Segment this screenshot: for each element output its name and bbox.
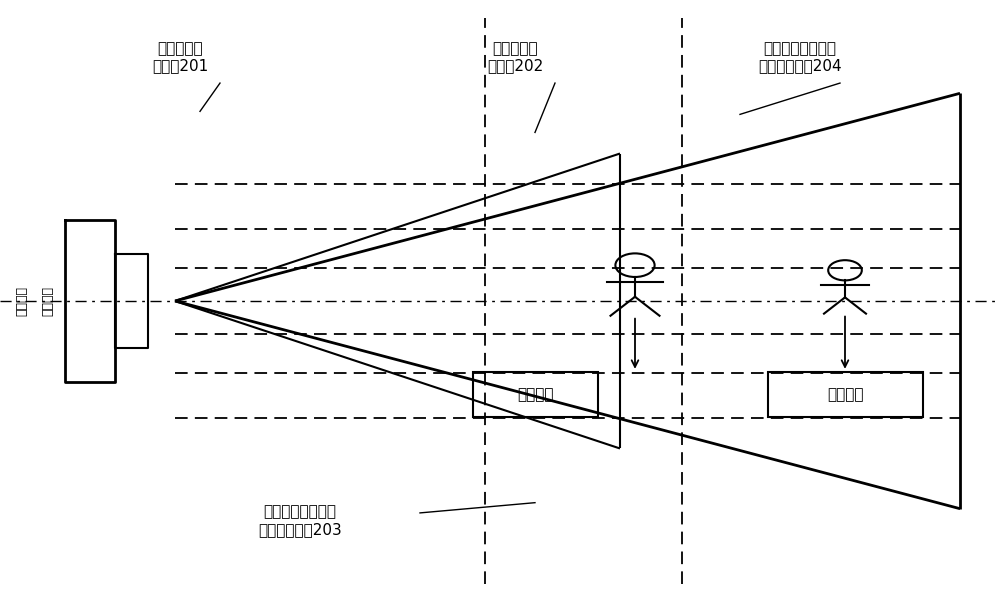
Text: 主摄模块的最大可
清晰检测距离203: 主摄模块的最大可 清晰检测距离203 xyxy=(258,504,342,537)
Text: 副摄模块: 副摄模块 xyxy=(42,286,54,316)
Text: 主摄模块: 主摄模块 xyxy=(16,286,28,316)
Text: 主摄模块监
控区域201: 主摄模块监 控区域201 xyxy=(152,41,208,73)
Text: 副摄模块的最大可
清晰检测距离204: 副摄模块的最大可 清晰检测距离204 xyxy=(758,41,842,73)
Text: 副摄模块监
控区域202: 副摄模块监 控区域202 xyxy=(487,41,543,73)
Bar xyxy=(473,371,598,417)
Text: 可以识别: 可以识别 xyxy=(517,387,553,402)
Bar xyxy=(768,371,922,417)
Text: 无法识别: 无法识别 xyxy=(827,387,863,402)
